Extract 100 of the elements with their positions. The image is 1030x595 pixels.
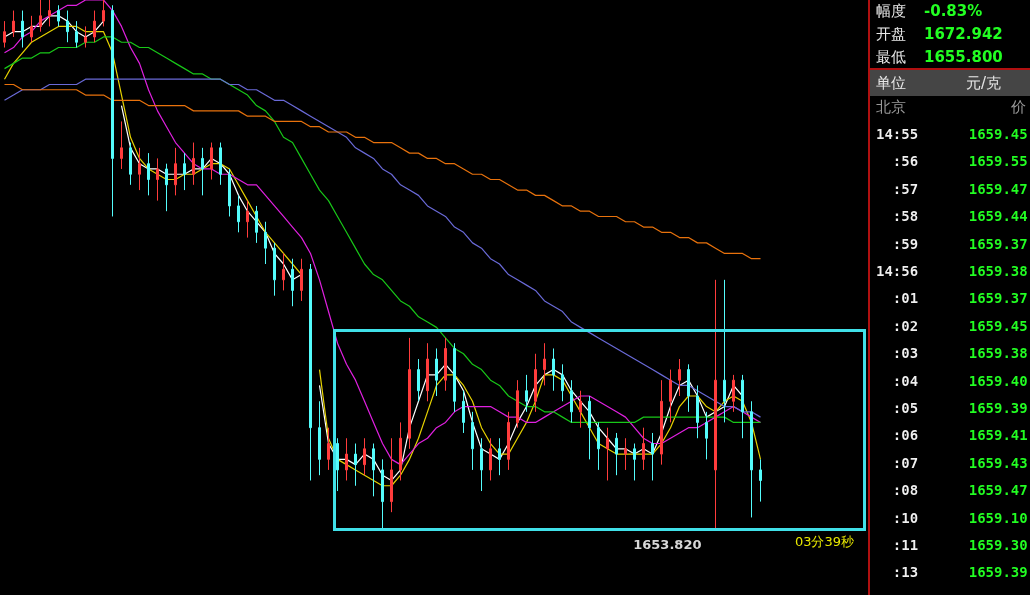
candlestick [525, 374, 528, 413]
text: 14:55 1659.45 [876, 126, 1028, 142]
candlestick [363, 437, 366, 476]
candlestick [426, 342, 429, 402]
candlestick [228, 168, 231, 217]
candlestick [219, 142, 222, 186]
candlestick [48, 0, 51, 27]
candlestick [192, 142, 195, 186]
candlestick [453, 342, 456, 413]
candlestick [444, 337, 447, 392]
candlestick [300, 258, 303, 302]
text: :08 1659.47 [892, 482, 1028, 499]
candlestick [723, 279, 726, 423]
candlestick [399, 421, 402, 481]
candlestick [273, 242, 276, 297]
candlestick [615, 432, 618, 476]
candlestick [390, 437, 393, 513]
text: 价 [1011, 97, 1026, 118]
candlestick [102, 0, 105, 27]
candlestick [237, 194, 240, 233]
candlestick [93, 10, 96, 43]
candlestick [75, 20, 78, 49]
text: -0.83% [924, 1, 983, 22]
text: 北京 [876, 98, 906, 116]
text: 单位 [876, 73, 906, 94]
text: 1672.942 [924, 24, 1003, 45]
candlestick [705, 411, 708, 460]
candlestick [291, 258, 294, 307]
candlestick [372, 443, 375, 497]
candlestick [597, 421, 600, 471]
candlestick [570, 379, 573, 423]
text: 最低 [876, 48, 906, 66]
text: :05 1659.39 [892, 400, 1028, 416]
candlestick [651, 432, 654, 481]
text: :56 1659.55 [892, 153, 1028, 170]
text: 03分39秒 [794, 534, 855, 549]
candlestick [633, 443, 636, 481]
text: :58 1659.44 [892, 208, 1028, 225]
candlestick [687, 363, 690, 413]
candlestick [669, 369, 672, 423]
candlestick [165, 163, 168, 212]
text: :01 1659.37 [892, 290, 1028, 307]
text: :03 1659.38 [892, 345, 1028, 362]
candlestick [57, 4, 60, 27]
candlestick [39, 0, 42, 33]
candlestick [408, 337, 411, 450]
candlestick [534, 353, 537, 413]
candlestick [129, 142, 132, 186]
candlestick [246, 200, 249, 239]
candlestick [552, 347, 555, 392]
candlestick [120, 120, 123, 170]
text: 1655.800 [924, 47, 1003, 68]
candlestick [66, 10, 69, 43]
candlestick [345, 437, 348, 481]
text: :59 1659.37 [892, 235, 1028, 252]
candlestick [696, 384, 699, 439]
candlestick [3, 20, 6, 49]
text: :13 1659.39 [892, 564, 1028, 581]
text: :07 1659.43 [892, 454, 1028, 471]
candlestick [12, 10, 15, 38]
candlestick [516, 379, 519, 429]
text: 开盘 [876, 25, 906, 43]
candlestick [156, 157, 159, 202]
text: :57 1659.47 [892, 180, 1028, 197]
text: 元/克 [966, 73, 1002, 94]
candlestick [588, 395, 591, 460]
candlestick [660, 379, 663, 466]
text: 幅度 [876, 2, 906, 20]
candlestick [678, 358, 681, 397]
candlestick [561, 363, 564, 402]
candlestick [354, 443, 357, 487]
candlestick [327, 427, 330, 471]
candlestick [741, 374, 744, 439]
candlestick [174, 147, 177, 196]
candlestick [30, 15, 33, 43]
candlestick [111, 4, 114, 217]
candlestick [624, 437, 627, 471]
candlestick [309, 263, 312, 481]
candlestick [21, 10, 24, 49]
candlestick [147, 152, 150, 196]
candlestick [255, 205, 258, 244]
candlestick [381, 458, 384, 529]
candlestick [750, 400, 753, 518]
text: :10 1659.10 [892, 509, 1028, 526]
text: :04 1659.40 [892, 372, 1028, 389]
candlestick [507, 411, 510, 471]
candlestick [417, 358, 420, 402]
text: 1653.820 [633, 536, 702, 552]
candlestick [732, 374, 735, 413]
candlestick [282, 252, 285, 291]
candlestick [201, 147, 204, 196]
candlestick [543, 342, 546, 386]
candlestick [336, 437, 339, 492]
candlestick [210, 142, 213, 181]
candlestick [579, 390, 582, 429]
candlestick [435, 347, 438, 397]
candlestick [183, 152, 186, 191]
candlestick [498, 437, 501, 476]
text: 14:56 1659.38 [876, 263, 1028, 279]
text: :02 1659.45 [892, 317, 1028, 334]
